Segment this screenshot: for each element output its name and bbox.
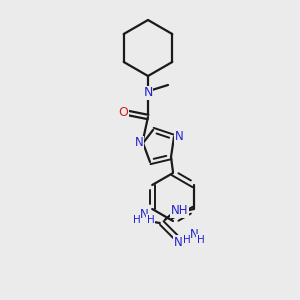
Text: N: N bbox=[140, 208, 148, 220]
Text: N: N bbox=[143, 86, 153, 100]
Text: H: H bbox=[183, 235, 191, 245]
Text: H: H bbox=[133, 215, 141, 225]
Text: N: N bbox=[135, 136, 143, 149]
Text: N: N bbox=[189, 227, 198, 241]
Text: NH: NH bbox=[171, 205, 188, 218]
Text: O: O bbox=[118, 106, 128, 119]
Text: N: N bbox=[175, 130, 183, 143]
Text: H: H bbox=[147, 215, 155, 225]
Text: H: H bbox=[197, 235, 205, 245]
Text: N: N bbox=[173, 236, 182, 248]
